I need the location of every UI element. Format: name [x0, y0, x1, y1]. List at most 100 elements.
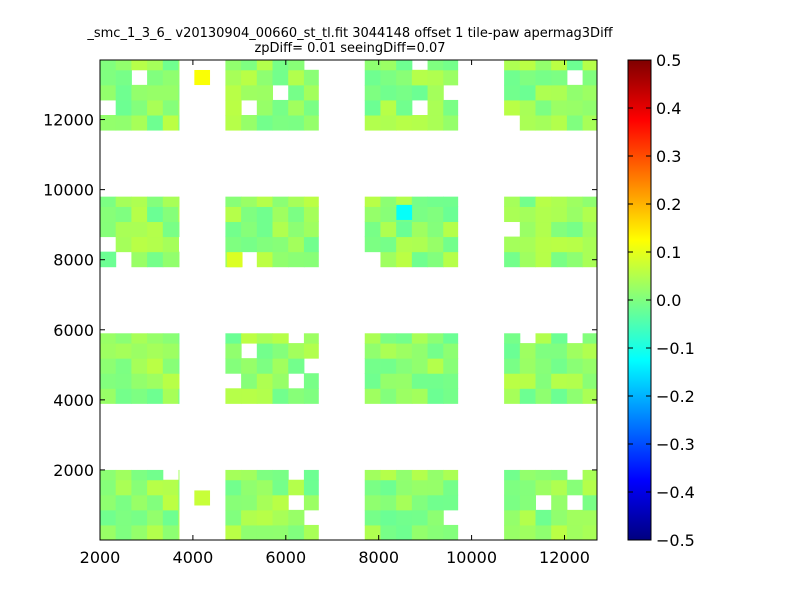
- heatmap-cell: [380, 84, 397, 101]
- heatmap-cell: [364, 84, 381, 101]
- heatmap-cell: [364, 333, 381, 344]
- heatmap-cell: [303, 196, 319, 207]
- heatmap-cell: [115, 373, 132, 389]
- heatmap-cell: [288, 60, 305, 71]
- heatmap-cell: [272, 69, 289, 86]
- heatmap-cell: [225, 221, 242, 238]
- heatmap-cell: [162, 60, 179, 71]
- heatmap-cell: [551, 60, 568, 71]
- heatmap-cell: [566, 221, 584, 238]
- heatmap-cell: [364, 494, 381, 511]
- colorbar-tick-label: −0.1: [656, 339, 695, 358]
- heatmap-cell: [364, 373, 381, 389]
- heatmap-cell: [131, 479, 148, 496]
- heatmap-cell: [582, 509, 598, 526]
- heatmap-cell: [288, 509, 305, 526]
- heatmap-cell: [241, 469, 258, 481]
- heatmap-cell: [364, 115, 381, 131]
- heatmap-cell: [411, 388, 429, 404]
- heatmap-cell: [535, 206, 552, 223]
- heatmap-cell: [256, 221, 274, 238]
- heatmap-cell: [504, 479, 521, 496]
- heatmap-cell: [396, 99, 413, 116]
- heatmap-cell: [396, 388, 413, 404]
- heatmap-cell: [272, 388, 289, 404]
- heatmap-cell: [241, 206, 258, 223]
- heatmap-cell: [380, 196, 397, 207]
- heatmap-cell: [566, 479, 584, 496]
- heatmap-cell: [225, 388, 242, 404]
- heatmap-cell: [241, 60, 258, 71]
- heatmap-cell: [566, 196, 584, 207]
- heatmap-cell: [582, 236, 598, 253]
- heatmap-cell: [100, 60, 117, 71]
- heatmap-cell: [288, 479, 305, 496]
- heatmap-cell: [178, 509, 180, 526]
- heatmap-cell: [256, 69, 274, 86]
- heatmap-cell: [256, 333, 274, 344]
- heatmap-cell: [582, 333, 598, 344]
- heatmap-cell: [225, 343, 242, 359]
- heatmap-cell: [256, 206, 274, 223]
- heatmap-cell: [303, 469, 319, 481]
- heatmap-cell: [427, 509, 444, 526]
- heatmap-cell: [100, 333, 117, 344]
- heatmap-cell-highlight: [396, 204, 413, 220]
- heatmap-cell: [582, 251, 598, 268]
- heatmap-cell: [178, 333, 180, 344]
- heatmap-cell: [131, 333, 148, 344]
- heatmap-cell: [519, 236, 537, 253]
- heatmap-cell: [303, 115, 319, 131]
- heatmap-cell: [288, 524, 305, 541]
- colorbar-ticks: 0.5 0.4 0.3 0.2 0.1 0.0 −0.1 −0.2 −0.3 −0.4 −0.5: [628, 51, 695, 550]
- heatmap-cell: [551, 333, 568, 344]
- heatmap-cell: [162, 333, 179, 344]
- heatmap-cell: [147, 221, 164, 238]
- heatmap-cell: [551, 221, 568, 238]
- heatmap-cell: [272, 373, 289, 389]
- heatmap-cell: [115, 69, 132, 86]
- heatmap-cell: [427, 60, 444, 71]
- heatmap-cell: [115, 60, 132, 71]
- heatmap-cell: [100, 524, 117, 541]
- heatmap-cell: [288, 221, 305, 238]
- heatmap-cell: [504, 509, 521, 526]
- heatmap-cell: [241, 115, 258, 131]
- heatmap-cell: [272, 333, 289, 344]
- heatmap-cell: [225, 494, 242, 511]
- heatmap-cell: [115, 221, 132, 238]
- x-tick-label: 2000: [80, 548, 121, 567]
- heatmap-cell: [380, 221, 397, 238]
- heatmap-cell: [131, 358, 148, 374]
- heatmap-cell: [519, 221, 537, 238]
- heatmap-cell: [504, 469, 521, 481]
- heatmap-cell: [364, 343, 381, 359]
- heatmap-cell: [427, 251, 444, 268]
- heatmap-cell: [535, 196, 552, 207]
- heatmap-cell: [162, 206, 179, 223]
- heatmap-cell: [256, 99, 274, 116]
- heatmap-cell: [519, 196, 537, 207]
- heatmap-cell: [115, 236, 132, 253]
- heatmap-cell: [396, 221, 413, 238]
- heatmap-cell: [411, 115, 429, 131]
- heatmap-cell: [411, 343, 429, 359]
- heatmap-cell: [241, 236, 258, 253]
- heatmap-cell: [427, 236, 444, 253]
- heatmap-cell: [303, 221, 319, 238]
- heatmap-cell: [443, 333, 459, 344]
- heatmap-cell: [427, 115, 444, 131]
- heatmap-cell: [380, 358, 397, 374]
- heatmap-cell: [147, 479, 164, 496]
- heatmap-cell: [396, 115, 413, 131]
- heatmap-cell: [147, 251, 164, 268]
- heatmap-cell: [443, 99, 459, 116]
- colorbar-tick-label: 0.4: [656, 99, 681, 118]
- heatmap-cell: [396, 358, 413, 374]
- heatmap-cell: [519, 69, 537, 86]
- heatmap-cell: [256, 509, 274, 526]
- heatmap-cell: [443, 251, 459, 268]
- heatmap-cell: [380, 115, 397, 131]
- heatmap-cell: [443, 524, 459, 541]
